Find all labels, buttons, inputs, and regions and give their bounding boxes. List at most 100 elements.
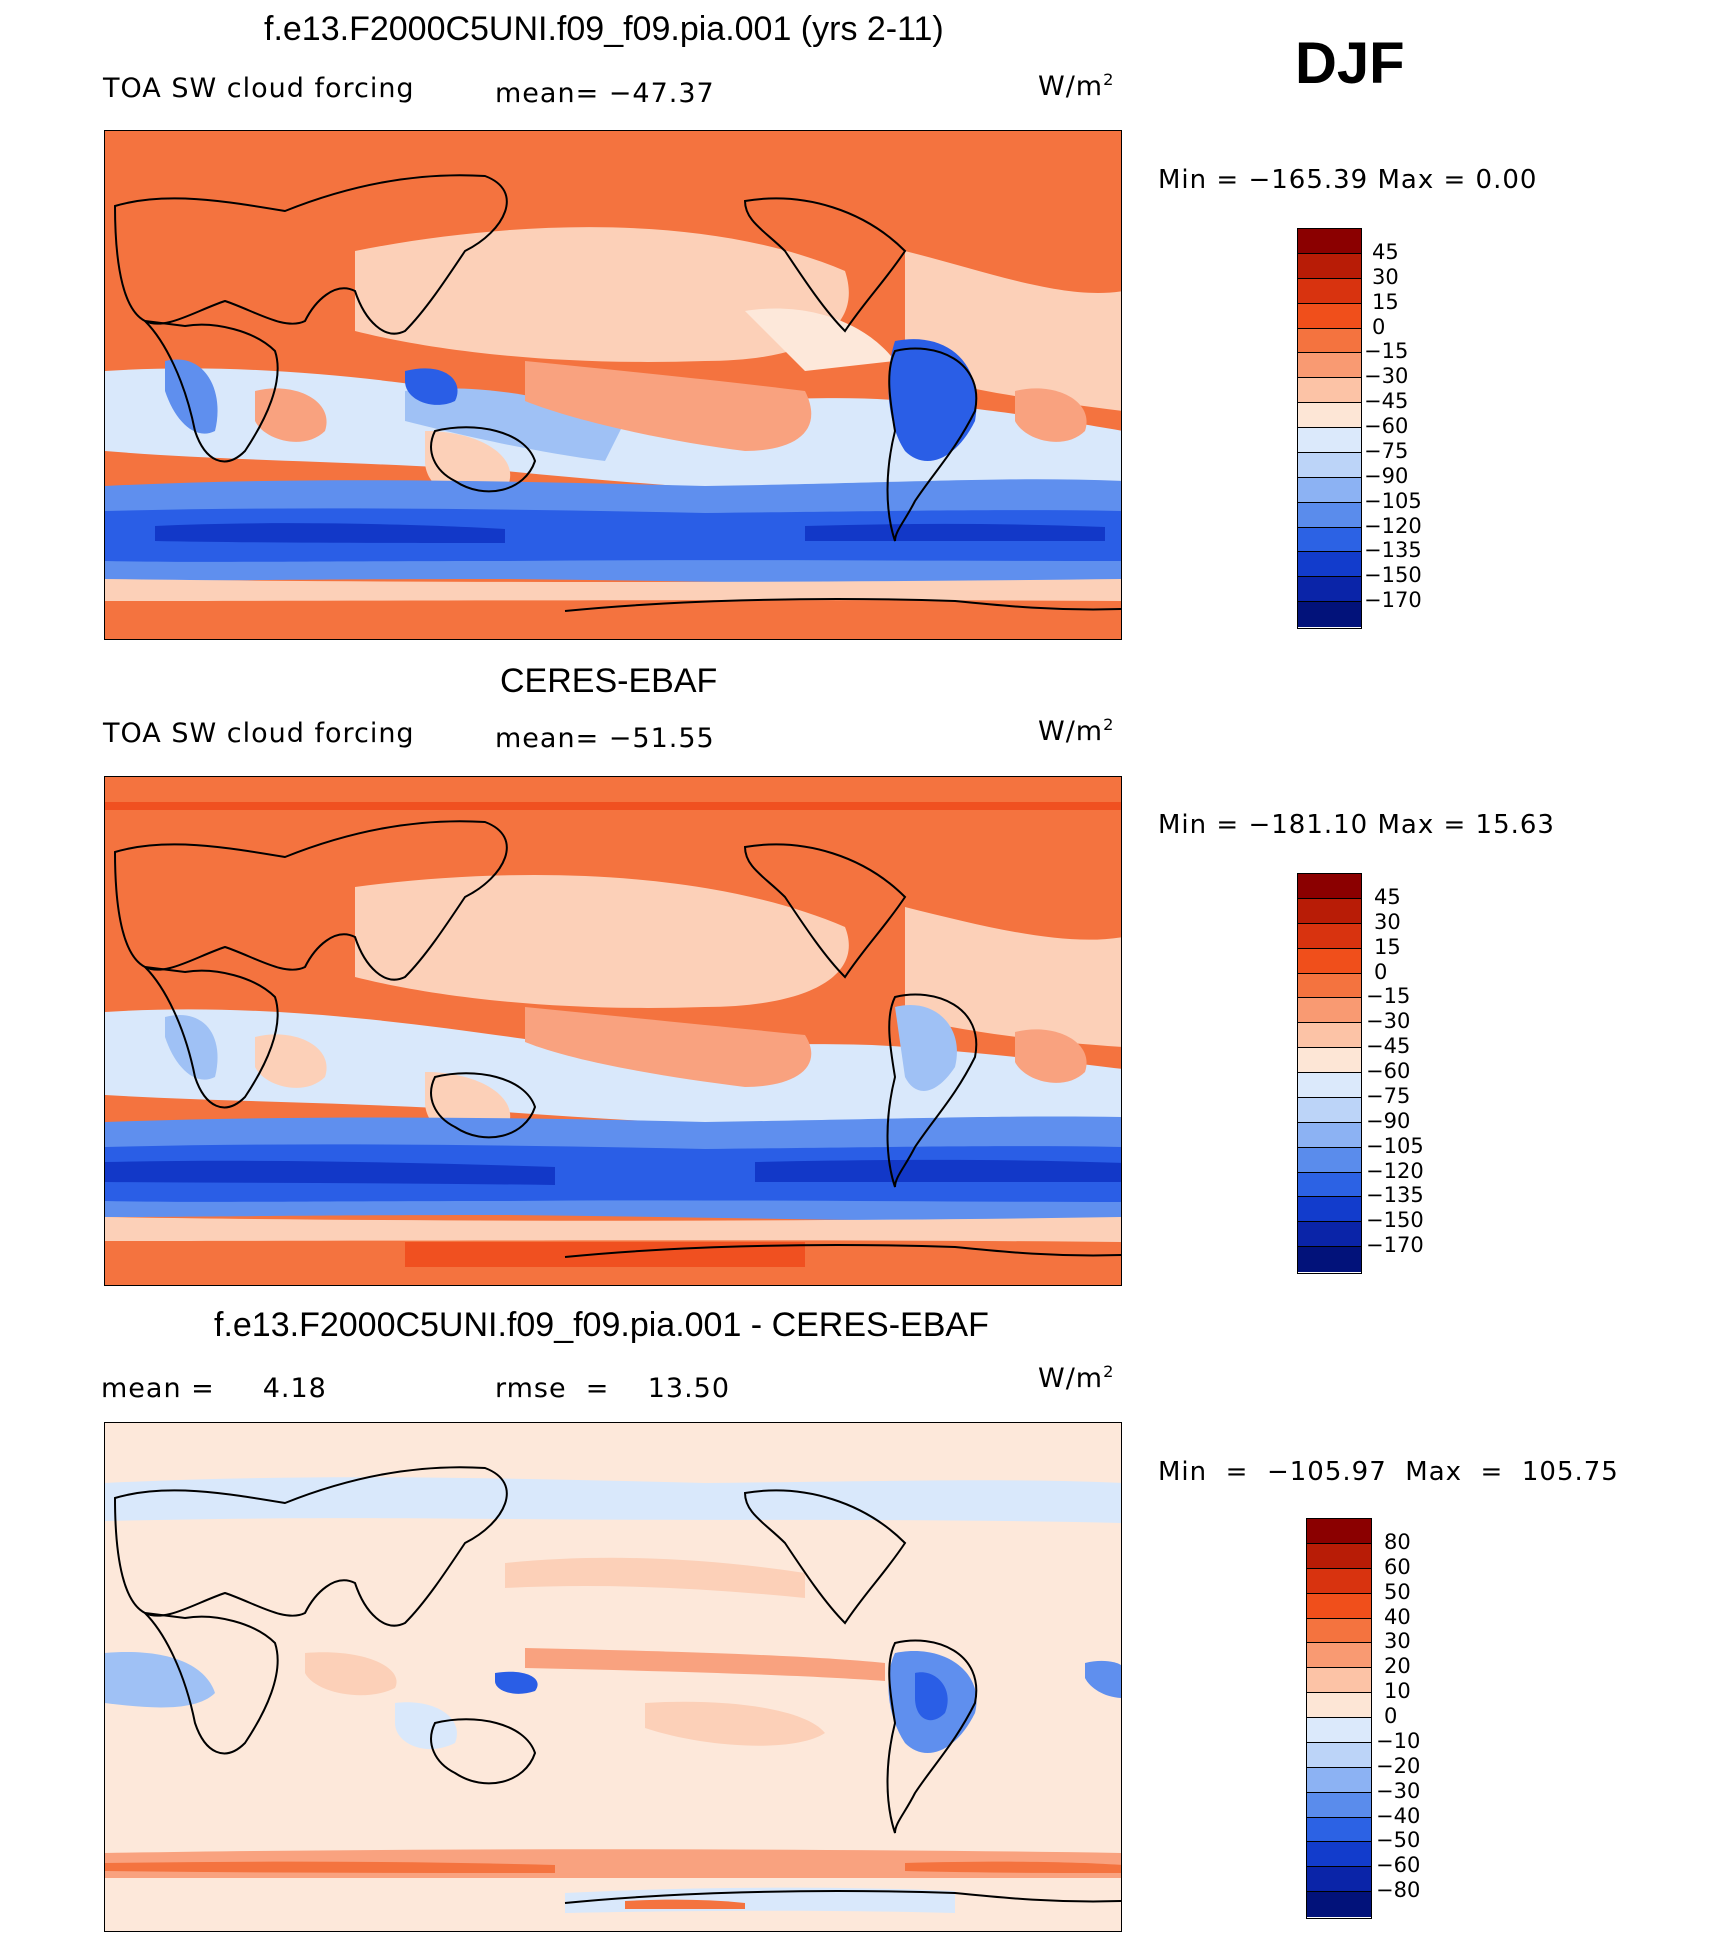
- min-max-label: Min = −165.39 Max = 0.00: [1158, 165, 1538, 195]
- colorbar-swatch: [1298, 477, 1361, 503]
- colorbar-swatch: [1298, 502, 1361, 528]
- colorbar-swatch: [1307, 1643, 1371, 1669]
- colorbar-tick-label: −15: [1364, 339, 1409, 364]
- colorbar-swatch: [1298, 1122, 1361, 1148]
- colorbar-swatch: [1298, 328, 1361, 354]
- colorbar-tick-label: −10: [1376, 1728, 1421, 1753]
- colorbar-tick-label: −105: [1364, 488, 1422, 513]
- colorbar-swatch: [1307, 1593, 1371, 1619]
- colorbar-swatch: [1298, 527, 1361, 553]
- colorbar-swatch: [1307, 1618, 1371, 1644]
- colorbar-tick-label: 20: [1384, 1654, 1411, 1679]
- units-text: W/m: [1038, 1363, 1104, 1394]
- map-observation: [104, 776, 1122, 1286]
- colorbar-tick-label: −45: [1364, 389, 1409, 414]
- colorbar-tick-label: −30: [1366, 1009, 1411, 1034]
- colorbar-swatch: [1298, 229, 1361, 254]
- colorbar-tick-label: −90: [1364, 463, 1409, 488]
- colorbar-tick-label: 30: [1372, 264, 1399, 289]
- colorbar-tick-label: −30: [1376, 1778, 1421, 1803]
- colorbar-swatch: [1307, 1718, 1371, 1743]
- colorbar-swatch: [1307, 1568, 1371, 1594]
- colorbar-swatch: [1298, 998, 1361, 1024]
- colorbar-tick-label: 50: [1384, 1579, 1411, 1604]
- units-label: W/m2: [1038, 70, 1114, 102]
- colorbar-swatch: [1298, 1147, 1361, 1173]
- colorbar-tick-label: −135: [1364, 538, 1422, 563]
- colorbar-observation: [1297, 873, 1362, 1274]
- variable-label: TOA SW cloud forcing: [103, 73, 415, 104]
- colorbar-tick-label: 0: [1374, 959, 1388, 984]
- colorbar-tick-label: 30: [1374, 909, 1401, 934]
- map-graphic: [105, 777, 1121, 1285]
- colorbar-tick-label: −150: [1366, 1208, 1424, 1233]
- colorbar-tick-label: −90: [1366, 1108, 1411, 1133]
- colorbar-swatch: [1307, 1543, 1371, 1569]
- colorbar-tick-label: −120: [1366, 1158, 1424, 1183]
- map-model: [104, 130, 1122, 640]
- colorbar-swatch: [1307, 1767, 1371, 1793]
- colorbar-swatch: [1298, 1073, 1361, 1098]
- colorbar-tick-label: 45: [1372, 239, 1399, 264]
- colorbar-swatch: [1298, 923, 1361, 949]
- mean-stat-label: mean = 4.18: [101, 1373, 327, 1404]
- mean-value: mean= −47.37: [495, 78, 715, 109]
- colorbar-swatch: [1298, 428, 1361, 453]
- colorbar-swatch: [1298, 1197, 1361, 1223]
- colorbar-swatch: [1307, 1693, 1371, 1718]
- colorbar-swatch: [1298, 253, 1361, 279]
- colorbar-swatch: [1307, 1792, 1371, 1818]
- colorbar-swatch: [1298, 1222, 1361, 1248]
- colorbar-tick-label: −135: [1366, 1183, 1424, 1208]
- colorbar-swatch: [1298, 378, 1361, 404]
- colorbar-tick-label: −60: [1364, 414, 1409, 438]
- colorbar-swatch: [1307, 1519, 1371, 1544]
- colorbar-swatch: [1298, 973, 1361, 999]
- colorbar-tick-label: 15: [1374, 934, 1401, 959]
- colorbar-tick-label: −50: [1376, 1828, 1421, 1853]
- variable-label: TOA SW cloud forcing: [103, 718, 415, 749]
- colorbar-swatch: [1298, 552, 1361, 578]
- colorbar-tick-label: −75: [1366, 1083, 1411, 1108]
- colorbar-tick-label: −20: [1376, 1753, 1421, 1778]
- colorbar-tick-label: −15: [1366, 984, 1411, 1009]
- rmse-stat-label: rmse = 13.50: [495, 1373, 731, 1404]
- colorbar-tick-label: −60: [1376, 1853, 1421, 1878]
- colorbar-swatch: [1298, 1247, 1361, 1272]
- map-difference: [104, 1422, 1122, 1932]
- panel-title: f.e13.F2000C5UNI.f09_f09.pia.001 (yrs 2-…: [264, 10, 944, 48]
- colorbar-tick-label: −170: [1366, 1233, 1424, 1258]
- mean-label: mean= −51.55: [495, 723, 715, 754]
- colorbar-swatch: [1298, 452, 1361, 478]
- colorbar-model: [1297, 228, 1362, 629]
- colorbar-swatch: [1298, 874, 1361, 899]
- colorbar-tick-label: 15: [1372, 289, 1399, 314]
- colorbar-tick-label: −120: [1364, 513, 1422, 538]
- colorbar-swatch: [1298, 278, 1361, 304]
- colorbar-difference: [1306, 1518, 1372, 1919]
- colorbar-tick-label: 30: [1384, 1629, 1411, 1654]
- colorbar-swatch: [1298, 577, 1361, 603]
- colorbar-swatch: [1298, 602, 1361, 627]
- colorbar-swatch: [1307, 1842, 1371, 1868]
- colorbar-swatch: [1307, 1742, 1371, 1768]
- panel-title: CERES-EBAF: [500, 662, 718, 700]
- panel-title: f.e13.F2000C5UNI.f09_f09.pia.001 - CERES…: [214, 1306, 989, 1344]
- colorbar-tick-label: 0: [1372, 314, 1386, 339]
- colorbar-swatch: [1298, 303, 1361, 329]
- colorbar-swatch: [1298, 948, 1361, 974]
- units-label: W/m2: [1038, 1362, 1114, 1394]
- colorbar-swatch: [1298, 1048, 1361, 1073]
- colorbar-swatch: [1298, 898, 1361, 924]
- colorbar-swatch: [1307, 1668, 1371, 1694]
- units-exponent: 2: [1103, 715, 1115, 734]
- min-max-label: Min = −105.97 Max = 105.75: [1158, 1457, 1619, 1487]
- colorbar-tick-label: −150: [1364, 563, 1422, 588]
- colorbar-swatch: [1307, 1867, 1371, 1893]
- colorbar-swatch: [1298, 1023, 1361, 1049]
- mean-label: mean= −47.37: [495, 78, 715, 109]
- colorbar-tick-label: 80: [1384, 1529, 1411, 1554]
- colorbar-swatch: [1298, 403, 1361, 428]
- min-max-label: Min = −181.10 Max = 15.63: [1158, 810, 1555, 840]
- units-exponent: 2: [1103, 1362, 1115, 1381]
